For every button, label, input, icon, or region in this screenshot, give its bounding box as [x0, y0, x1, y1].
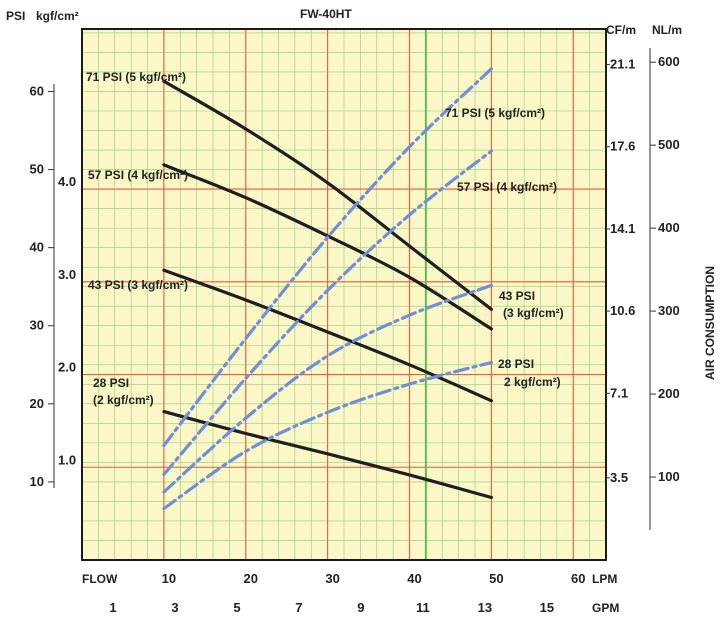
psi-tick-label: 60	[30, 83, 44, 98]
series-annotation: 28 PSI	[498, 357, 534, 371]
nlm-tick-label: 100	[658, 469, 680, 484]
psi-tick-label: 30	[30, 318, 44, 333]
nlm-tick-label: 600	[658, 54, 680, 69]
lpm-tick-label: 50	[489, 571, 503, 586]
cfm-axis-label: CF/m	[606, 23, 636, 37]
series-annotation: 71 PSI (5 kgf/cm²)	[445, 106, 545, 120]
air-consumption-line	[162, 283, 493, 494]
series-annotation: 43 PSI (3 kgf/cm²)	[88, 278, 188, 292]
plot-frame	[81, 28, 607, 561]
cfm-tick-label: 17.6	[610, 139, 635, 154]
nlm-axis-label: NL/m	[652, 23, 682, 37]
series-annotation: 71 PSI (5 kgf/cm²)	[86, 70, 186, 84]
cfm-tick-label: 14.1	[610, 221, 635, 236]
psi-tick-label: 10	[30, 474, 44, 489]
air-consumption-label: AIR CONSUMPTION	[703, 266, 717, 380]
pressure-line	[162, 79, 493, 311]
major-grid	[82, 29, 606, 560]
nlm-tick-label: 200	[658, 386, 680, 401]
lpm-tick-label: 40	[407, 571, 421, 586]
kgf-axis-label: kgf/cm²	[36, 9, 79, 23]
series-annotation: 57 PSI (4 kgf/cm²)	[457, 180, 557, 194]
gpm-tick-label: 5	[233, 600, 240, 615]
lpm-tick-label: 20	[244, 571, 258, 586]
chart-title: FW-40HT	[300, 7, 352, 21]
air-consumption-line	[162, 360, 493, 511]
nlm-tick-label: 500	[658, 137, 680, 152]
psi-tick-label: 20	[30, 396, 44, 411]
cfm-tick-label: 3.5	[610, 470, 628, 485]
gpm-tick-label: 9	[357, 600, 364, 615]
series-annotation: 28 PSI	[93, 376, 129, 390]
pressure-line	[162, 410, 493, 500]
cfm-tick-label: 21.1	[610, 57, 635, 72]
lpm-tick-label: 60	[571, 571, 585, 586]
nlm-tick-label: 300	[658, 303, 680, 318]
air-consumption-line	[162, 67, 493, 448]
flow-label: FLOW	[82, 572, 118, 586]
kgf-tick-label: 3.0	[58, 267, 76, 282]
gpm-tick-label: 11	[416, 600, 430, 615]
series-annotation: (3 kgf/cm²)	[503, 306, 564, 320]
psi-axis-label: PSI	[6, 9, 25, 23]
lpm-axis-label: LPM	[592, 572, 617, 586]
cfm-tick-label: 7.1	[610, 385, 628, 400]
series-annotation: 43 PSI	[499, 289, 535, 303]
air-consumption-line	[162, 149, 493, 477]
psi-tick-label: 40	[30, 240, 44, 255]
kgf-tick-label: 1.0	[58, 452, 76, 467]
lpm-tick-label: 30	[325, 571, 339, 586]
tick-labels: 10 20 30 40 50 60 1.0 2.0 3.0 4.0 100 200 300 400 500 6…	[30, 54, 680, 615]
curves	[162, 67, 493, 511]
kgf-tick-label: 2.0	[58, 360, 76, 375]
annotations: 71 PSI (5 kgf/cm²) 57 PSI (4 kgf/cm²) 43 P…	[86, 70, 564, 407]
gpm-tick-label: 3	[171, 600, 178, 615]
series-annotation: (2 kgf/cm²)	[93, 393, 154, 407]
gpm-axis-label: GPM	[592, 601, 619, 615]
lpm-tick-label: 10	[162, 571, 176, 586]
cfm-tick-label: 10.6	[610, 303, 635, 318]
nlm-tick-label: 400	[658, 220, 680, 235]
kgf-tick-label: 4.0	[58, 174, 76, 189]
gpm-tick-label: 15	[540, 600, 554, 615]
series-annotation: 57 PSI (4 kgf/cm²)	[88, 168, 188, 182]
gpm-tick-label: 7	[295, 600, 302, 615]
gpm-tick-label: 1	[109, 600, 116, 615]
psi-tick-label: 50	[30, 162, 44, 177]
gpm-tick-label: 13	[478, 600, 492, 615]
series-annotation: 2 kgf/cm²)	[504, 375, 561, 389]
